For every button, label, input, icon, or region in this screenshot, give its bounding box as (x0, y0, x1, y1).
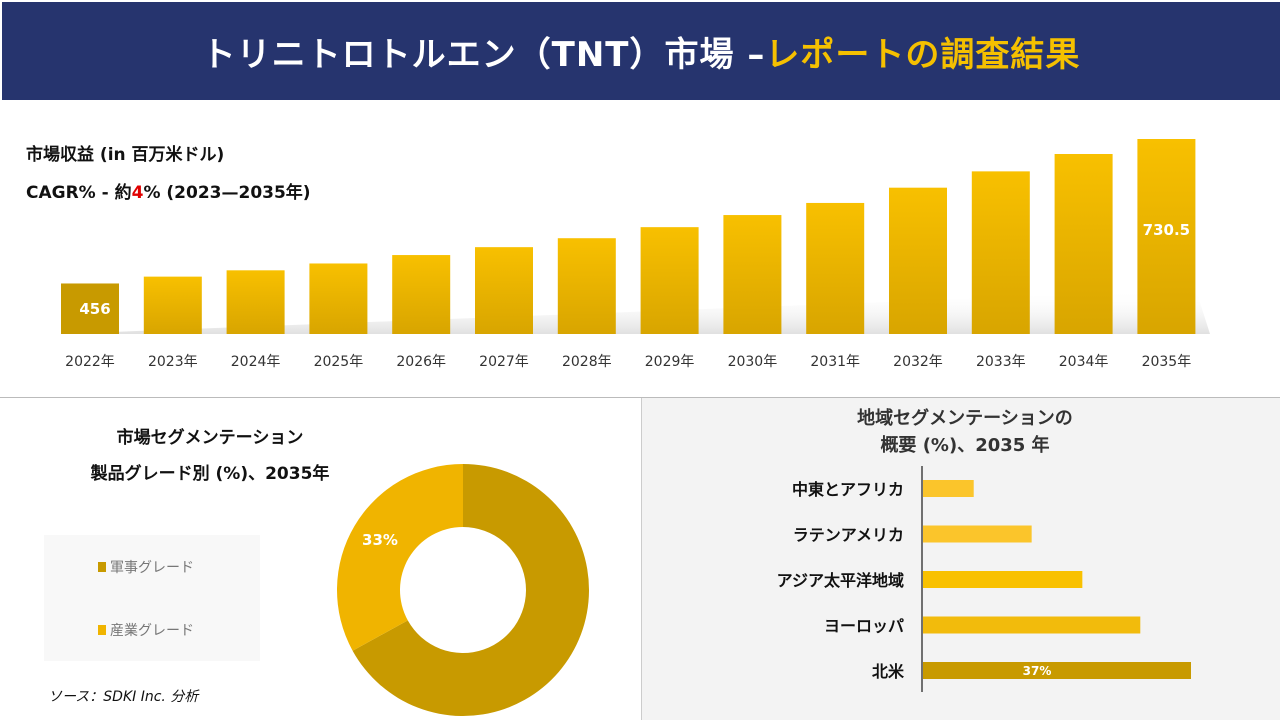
bar-2023年 (143, 276, 202, 334)
title-accent: レポートの調査結果 (765, 34, 1081, 75)
grade-donut-chart: 33% (337, 464, 589, 716)
title-main: トリニトロトルエン（TNT）市場 – (201, 34, 766, 75)
region-bar (923, 525, 1032, 543)
revenue-label: 市場収益 (in 百万米ドル) (26, 145, 225, 165)
source-note: ソース：SDKI Inc. 分析 (48, 689, 199, 705)
bar-2030年 (723, 215, 782, 334)
region-label: 中東とアフリカ (792, 480, 904, 499)
revenue-bar-chart: 2022年 456 2023年 2024年 2025年 2026年 2027年 2028年 20… (60, 139, 1210, 370)
x-tick-label: 2035年 (1142, 354, 1192, 370)
legend-item-industrial: 産業グレード (98, 620, 194, 640)
segment-title-1: 市場セグメンテーション (116, 428, 304, 448)
x-tick-label: 2028年 (562, 354, 612, 370)
divider (0, 397, 1280, 398)
legend-swatch (98, 562, 106, 572)
region-label: ヨーロッパ (824, 617, 904, 636)
x-tick-label: 2030年 (728, 354, 778, 370)
x-tick-label: 2025年 (314, 354, 364, 370)
data-label: 37% (1023, 664, 1052, 678)
x-tick-label: 2026年 (396, 354, 446, 370)
region-title-1: 地域セグメンテーションの (857, 408, 1073, 429)
bar-2022年 (61, 283, 119, 334)
region-bar (923, 571, 1083, 588)
x-tick-label: 2023年 (148, 354, 198, 370)
region-title-2: 概要 (%)、2035 年 (880, 435, 1050, 456)
x-tick-label: 2024年 (231, 354, 281, 370)
cagr-suffix: % (2023—2035年) (143, 183, 311, 203)
region-label: ラテンアメリカ (793, 526, 904, 545)
legend-item-military: 軍事グレード (98, 557, 194, 577)
cagr-value: 4 (131, 183, 144, 203)
bar-2027年 (475, 247, 533, 334)
donut-legend (44, 535, 260, 661)
bar-2029年 (640, 227, 699, 334)
page-title: トリニトロトルエン（TNT）市場 – レポートの調査結果 (2, 2, 1280, 100)
bar-2024年 (226, 270, 285, 334)
segment-title-2: 製品グレード別 (%)、2035年 (90, 464, 330, 484)
x-tick-label: 2032年 (893, 354, 943, 370)
x-tick-label: 2027年 (479, 354, 529, 370)
donut-data-label: 33% (362, 531, 398, 549)
region-bar (923, 480, 974, 497)
legend-label: 軍事グレード (110, 560, 194, 576)
bar-2025年 (309, 263, 368, 334)
region-bar (923, 616, 1141, 634)
donut-slice-industrial (337, 464, 463, 651)
donut-slice-military (352, 464, 589, 716)
bar-2035年 (1137, 139, 1196, 334)
x-tick-label: 2031年 (810, 354, 860, 370)
data-label: 456 (79, 300, 110, 318)
cagr-label: CAGR% - 約4% (2023—2035年) (26, 178, 311, 203)
x-tick-label: 2029年 (645, 354, 695, 370)
bar-2032年 (889, 187, 947, 334)
bar-2033年 (971, 171, 1030, 334)
region-label: 北米 (872, 662, 905, 681)
x-tick-label: 2034年 (1059, 354, 1109, 370)
bar-2026年 (392, 255, 451, 334)
x-tick-label: 2022年 (65, 354, 115, 370)
region-label: アジア太平洋地域 (777, 571, 904, 590)
x-tick-label: 2033年 (976, 354, 1026, 370)
cagr-prefix: CAGR% - 約 (26, 183, 132, 203)
data-label: 730.5 (1143, 221, 1190, 239)
bar-2034年 (1054, 154, 1113, 334)
region-bar (923, 662, 1191, 679)
legend-label: 産業グレード (110, 623, 194, 639)
bar-2031年 (806, 202, 865, 334)
bar-2028年 (557, 238, 616, 334)
legend-swatch (98, 625, 106, 635)
